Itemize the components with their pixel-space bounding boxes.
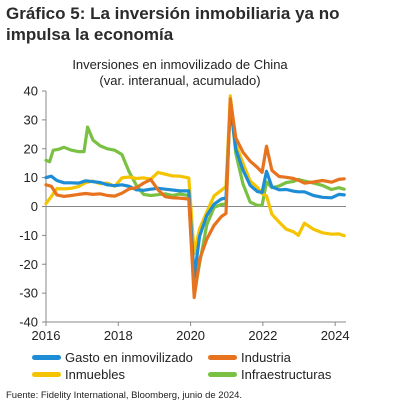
x-tick-label: 2022 — [248, 328, 277, 343]
legend-label-inmuebles: Inmuebles — [65, 367, 125, 382]
legend-swatch-infra — [208, 372, 237, 378]
legend-label-gasto: Gasto en inmovilizado — [65, 350, 193, 365]
y-tick-label: 20 — [24, 141, 38, 156]
chart-title: Inversiones en inmovilizado de China (va… — [0, 57, 360, 89]
legend-item-inmuebles: Inmuebles — [32, 367, 125, 382]
legend-label-infra: Infraestructuras — [241, 367, 332, 382]
figure-title: Gráfico 5: La inversión inmobiliaria ya … — [6, 4, 340, 44]
legend-item-infra: Infraestructuras — [208, 367, 331, 382]
legend-swatch-industria — [208, 355, 237, 361]
y-tick-label: -40 — [19, 315, 38, 330]
y-tick-label: 40 — [24, 84, 38, 99]
y-ticks: 40 30 20 10 0 -10 -20 -30 -40 — [19, 84, 46, 330]
x-tick-label: 2024 — [321, 328, 350, 343]
y-tick-label: 0 — [31, 199, 38, 214]
series-line-gasto — [44, 103, 346, 279]
x-tick-label: 2018 — [104, 328, 133, 343]
chart-title-main: Inversiones en inmovilizado de China — [72, 57, 288, 72]
y-tick-label: -10 — [19, 228, 38, 243]
x-tick-label: 2016 — [32, 328, 61, 343]
series-lines — [44, 94, 346, 300]
legend-item-gasto: Gasto en inmovilizado — [32, 350, 193, 365]
legend-swatch-gasto — [32, 355, 61, 361]
y-tick-label: 10 — [24, 170, 38, 185]
x-tick-label: 2020 — [176, 328, 205, 343]
series-line-inmuebles — [44, 94, 346, 256]
y-tick-label: -20 — [19, 257, 38, 272]
y-tick-label: -30 — [19, 286, 38, 301]
chart-subtitle: (var. interanual, acumulado) — [99, 73, 261, 88]
legend-label-industria: Industria — [241, 350, 291, 365]
legend-swatch-inmuebles — [32, 372, 61, 378]
x-ticks: 2016 2018 2020 2022 2024 — [32, 322, 350, 343]
legend-item-industria: Industria — [208, 350, 291, 365]
source-note: Fuente: Fidelity International, Bloomber… — [6, 390, 243, 401]
y-tick-label: 30 — [24, 112, 38, 127]
series-line-industria — [44, 97, 346, 300]
